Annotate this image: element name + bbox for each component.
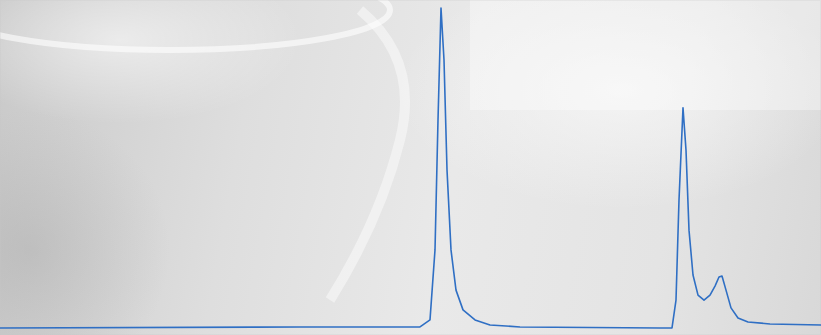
plot-frame bbox=[1, 1, 821, 335]
beaker-rim bbox=[0, 0, 390, 50]
signal-trace bbox=[0, 8, 821, 328]
chart bbox=[0, 0, 821, 335]
paper bbox=[470, 0, 821, 110]
glass-edge bbox=[330, 10, 405, 300]
background bbox=[0, 0, 821, 335]
plot-area bbox=[0, 8, 821, 328]
